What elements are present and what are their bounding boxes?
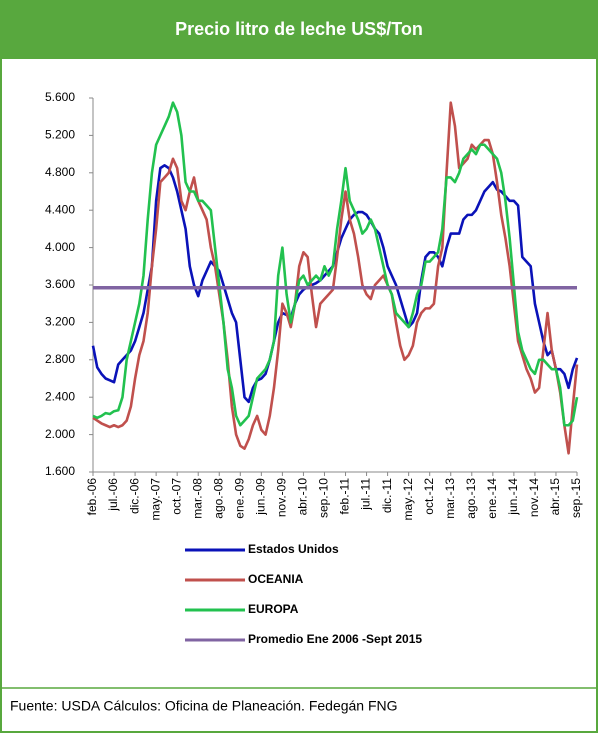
y-tick-label: 3.600 — [45, 277, 75, 291]
x-tick-label: ene.-09 — [232, 478, 246, 519]
y-tick-label: 1.600 — [45, 464, 75, 478]
legend-label: EUROPA — [248, 602, 299, 616]
x-tick-label: jun.-09 — [254, 478, 268, 516]
y-tick-label: 4.800 — [45, 165, 75, 179]
x-tick-label: nov.-14 — [527, 478, 541, 517]
x-tick-label: sep.-10 — [317, 478, 331, 518]
y-tick-label: 5.600 — [45, 90, 75, 104]
x-tick-label: sep.-15 — [569, 478, 583, 518]
x-tick-label: nov.-09 — [275, 478, 289, 517]
y-tick-label: 2.800 — [45, 352, 75, 366]
x-tick-label: abr.-10 — [296, 478, 310, 516]
y-tick-label: 3.200 — [45, 315, 75, 329]
y-tick-label: 2.400 — [45, 389, 75, 403]
x-tick-label: feb.-11 — [338, 478, 352, 515]
series-line — [92, 101, 579, 455]
legend-label: Estados Unidos — [248, 542, 339, 556]
x-tick-label: mar.-08 — [190, 478, 204, 519]
x-tick-label: may.-07 — [148, 478, 162, 521]
x-tick-label: oct.-12 — [422, 478, 436, 515]
x-tick-label: jun.-14 — [506, 478, 520, 516]
y-tick-label: 4.000 — [45, 240, 75, 254]
legend-label: Promedio Ene 2006 -Sept 2015 — [248, 632, 422, 646]
x-tick-label: may.-12 — [401, 478, 415, 521]
source-note: Fuente: USDA Cálculos: Oficina de Planea… — [10, 698, 398, 714]
x-tick-label: ene.-14 — [485, 478, 499, 519]
x-tick-label: ago.-13 — [464, 478, 478, 519]
x-tick-label: oct.-07 — [169, 478, 183, 515]
y-tick-label: 5.200 — [45, 128, 75, 142]
x-tick-label: mar.-13 — [443, 478, 457, 519]
x-tick-label: jul.-11 — [359, 478, 373, 511]
header-band — [1, 1, 597, 59]
x-tick-label: jul.-06 — [106, 478, 120, 512]
y-tick-label: 2.000 — [45, 427, 75, 441]
series-line — [91, 164, 579, 404]
chart-title: Precio litro de leche US$/Ton — [175, 19, 423, 39]
legend-label: OCEANIA — [248, 572, 304, 586]
series-line — [92, 101, 579, 427]
y-tick-label: 4.400 — [45, 202, 75, 216]
x-tick-label: feb.-06 — [85, 478, 99, 516]
x-tick-label: dic.-11 — [380, 478, 394, 513]
x-tick-label: abr.-15 — [548, 478, 562, 516]
x-tick-label: ago.-08 — [211, 478, 225, 519]
x-tick-label: dic.-06 — [127, 478, 141, 514]
